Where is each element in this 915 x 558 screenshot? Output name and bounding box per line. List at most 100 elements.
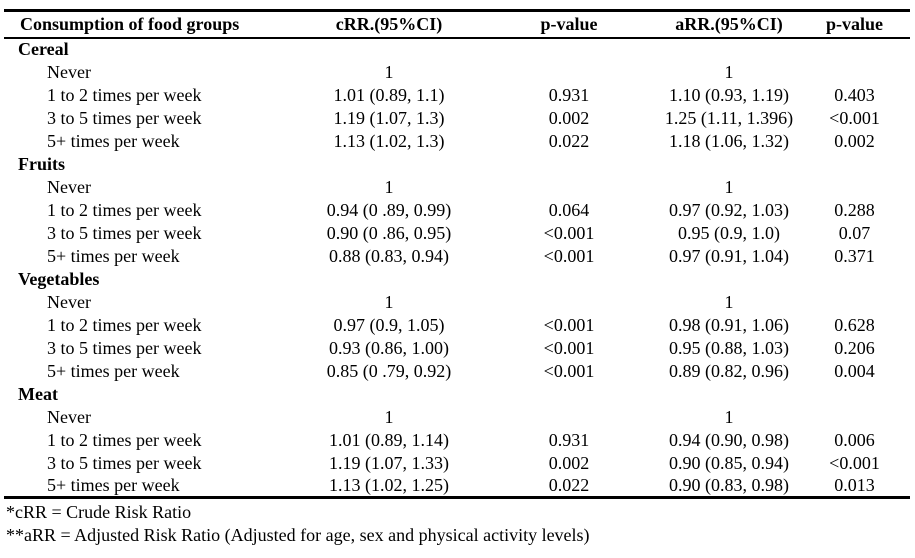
row-label: 5+ times per week	[47, 130, 180, 151]
section-label: Meat	[18, 383, 58, 404]
crr-value: 1.19 (1.07, 1.3)	[333, 107, 445, 128]
crr-pvalue: <0.001	[543, 314, 595, 335]
row-label: 1 to 2 times per week	[47, 429, 202, 450]
table-row: Never 1 1	[4, 291, 910, 314]
section-row-fruits: Fruits	[4, 153, 910, 176]
row-label: Never	[47, 406, 91, 427]
row-label: Never	[47, 176, 91, 197]
arr-pvalue	[799, 291, 910, 314]
arr-value: 0.90 (0.83, 0.98)	[669, 474, 789, 495]
table-row: 1 to 2 times per week 1.01 (0.89, 1.1) 0…	[4, 84, 910, 107]
table-row: 5+ times per week 0.85 (0 .79, 0.92) <0.…	[4, 360, 910, 383]
crr-value: 1.13 (1.02, 1.3)	[333, 130, 445, 151]
crr-value: 1	[384, 176, 394, 197]
row-label: 3 to 5 times per week	[47, 452, 202, 473]
section-row-meat: Meat	[4, 383, 910, 406]
arr-value: 0.97 (0.92, 1.03)	[669, 199, 789, 220]
table-row: 5+ times per week 1.13 (1.02, 1.25) 0.02…	[4, 475, 910, 498]
row-label: Never	[47, 61, 91, 82]
arr-value: 0.97 (0.91, 1.04)	[669, 245, 789, 266]
risk-ratio-table: Consumption of food groups cRR.(95%CI) p…	[4, 9, 910, 499]
arr-pvalue: 0.006	[834, 429, 875, 450]
column-header-pvalue-arr: p-value	[799, 10, 910, 39]
header-row: Consumption of food groups cRR.(95%CI) p…	[4, 10, 910, 39]
arr-pvalue: <0.001	[829, 452, 880, 473]
arr-pvalue	[799, 406, 910, 429]
arr-value: 0.94 (0.90, 0.98)	[669, 429, 789, 450]
crr-pvalue: 0.064	[548, 199, 590, 220]
table-row: 1 to 2 times per week 1.01 (0.89, 1.14) …	[4, 429, 910, 452]
table-row: Never 1 1	[4, 406, 910, 429]
crr-value: 1	[384, 406, 394, 427]
row-label: 3 to 5 times per week	[47, 337, 202, 358]
arr-value: 1	[724, 176, 734, 197]
footnote-crr: *cRR = Crude Risk Ratio	[6, 502, 192, 522]
crr-pvalue: <0.001	[543, 337, 595, 358]
section-row-cereal: Cereal	[4, 38, 910, 61]
arr-pvalue: 0.288	[834, 199, 875, 220]
arr-pvalue: 0.628	[834, 314, 875, 335]
column-header-food-groups: Consumption of food groups	[4, 10, 299, 39]
row-label: 3 to 5 times per week	[47, 222, 202, 243]
row-label: 1 to 2 times per week	[47, 84, 202, 105]
column-header-crr: cRR.(95%CI)	[299, 10, 479, 39]
crr-value: 0.93 (0.86, 1.00)	[329, 337, 449, 358]
arr-pvalue: <0.001	[829, 107, 880, 128]
crr-value: 1	[384, 291, 394, 312]
crr-pvalue: 0.022	[548, 130, 590, 151]
table-row: Never 1 1	[4, 176, 910, 199]
section-label: Cereal	[18, 39, 69, 59]
crr-value: 0.85 (0 .79, 0.92)	[326, 360, 452, 381]
crr-pvalue	[479, 291, 659, 314]
crr-pvalue: 0.931	[548, 429, 590, 450]
table-body: Cereal Never 1 1 1 to 2 times per week 1…	[4, 38, 910, 498]
crr-pvalue: <0.001	[543, 222, 595, 243]
table-row: 1 to 2 times per week 0.97 (0.9, 1.05) <…	[4, 314, 910, 337]
crr-pvalue	[479, 406, 659, 429]
crr-value: 1.01 (0.89, 1.1)	[333, 84, 445, 105]
arr-value: 0.89 (0.82, 0.96)	[669, 360, 789, 381]
arr-value: 1.10 (0.93, 1.19)	[669, 84, 789, 105]
table-row: 3 to 5 times per week 0.93 (0.86, 1.00) …	[4, 337, 910, 360]
arr-pvalue: 0.004	[834, 360, 875, 381]
crr-value: 0.94 (0 .89, 0.99)	[326, 199, 452, 220]
arr-pvalue: 0.371	[834, 245, 875, 266]
table-row: 5+ times per week 1.13 (1.02, 1.3) 0.022…	[4, 130, 910, 153]
crr-value: 1	[384, 61, 394, 82]
column-header-pvalue-crr: p-value	[479, 10, 659, 39]
crr-value: 0.90 (0 .86, 0.95)	[326, 222, 452, 243]
table-row: 1 to 2 times per week 0.94 (0 .89, 0.99)…	[4, 199, 910, 222]
crr-value: 1.01 (0.89, 1.14)	[329, 429, 449, 450]
section-label: Fruits	[18, 153, 65, 174]
arr-pvalue: 0.403	[834, 84, 875, 105]
arr-value: 0.98 (0.91, 1.06)	[669, 314, 789, 335]
table-row: Never 1 1	[4, 61, 910, 84]
table-footnotes: *cRR = Crude Risk Ratio **aRR = Adjusted…	[4, 499, 911, 547]
arr-pvalue: 0.07	[838, 222, 871, 243]
footnote-arr: **aRR = Adjusted Risk Ratio (Adjusted fo…	[6, 525, 590, 545]
arr-value: 1	[724, 406, 734, 427]
crr-value: 0.88 (0.83, 0.94)	[329, 245, 449, 266]
table-header: Consumption of food groups cRR.(95%CI) p…	[4, 10, 910, 39]
crr-pvalue: 0.931	[548, 84, 590, 105]
crr-value: 0.97 (0.9, 1.05)	[333, 314, 445, 335]
column-header-arr: aRR.(95%CI)	[659, 10, 799, 39]
crr-pvalue	[479, 61, 659, 84]
row-label: 1 to 2 times per week	[47, 199, 202, 220]
arr-pvalue	[799, 176, 910, 199]
row-label: 5+ times per week	[47, 245, 180, 266]
crr-pvalue: <0.001	[543, 360, 595, 381]
arr-value: 1.25 (1.11, 1.396)	[664, 107, 794, 128]
crr-value: 1.13 (1.02, 1.25)	[329, 474, 449, 495]
row-label: 5+ times per week	[47, 360, 180, 381]
arr-value: 1	[724, 291, 734, 312]
table-row: 3 to 5 times per week 1.19 (1.07, 1.33) …	[4, 452, 910, 475]
arr-value: 0.95 (0.88, 1.03)	[669, 337, 789, 358]
arr-pvalue	[799, 61, 910, 84]
section-row-vegetables: Vegetables	[4, 268, 910, 291]
arr-pvalue: 0.002	[834, 130, 875, 151]
crr-pvalue: 0.002	[548, 107, 590, 128]
arr-value: 1.18 (1.06, 1.32)	[669, 130, 789, 151]
row-label: Never	[47, 291, 91, 312]
